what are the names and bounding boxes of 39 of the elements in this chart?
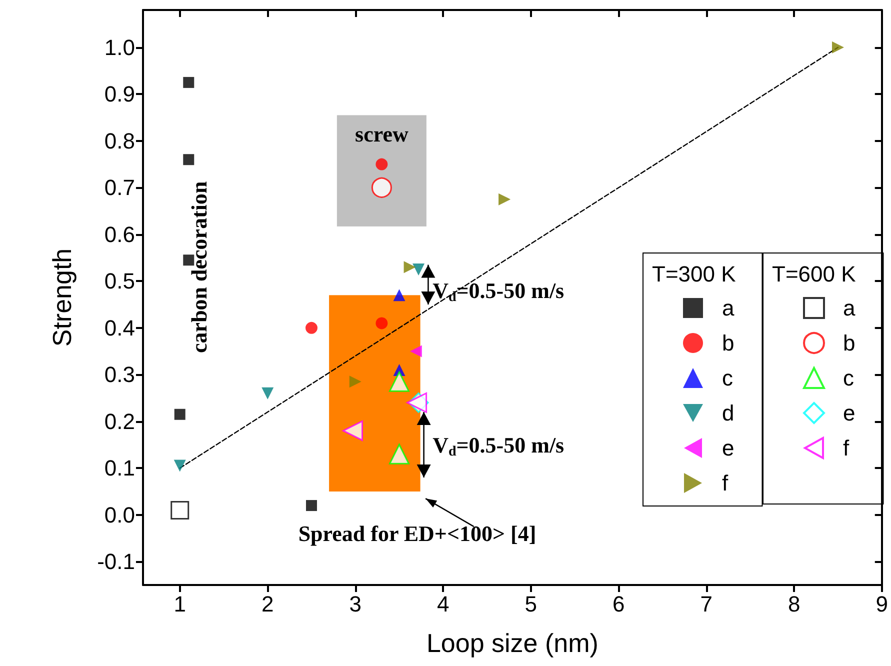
x-tick-label: 1 bbox=[174, 592, 186, 616]
x-tick-label: 8 bbox=[788, 592, 800, 616]
x-tick-label: 3 bbox=[349, 592, 362, 616]
y-tick-label: 0.6 bbox=[104, 222, 135, 247]
y-tick-label: 1.0 bbox=[104, 34, 135, 60]
y-tick-label: 0.8 bbox=[104, 128, 135, 154]
y-tick-label: 0.5 bbox=[104, 268, 135, 294]
x-tick-label: 9 bbox=[876, 592, 888, 616]
text: T=300 K bbox=[652, 262, 736, 286]
x-tick-label: 4 bbox=[436, 592, 450, 616]
x-tick-label: 7 bbox=[700, 592, 712, 616]
annotation: screw bbox=[355, 121, 408, 146]
legend-label: a bbox=[843, 296, 856, 320]
y-tick-label: -0.1 bbox=[97, 549, 135, 574]
y-tick-label: 0.4 bbox=[104, 315, 135, 340]
legend-label: e bbox=[722, 436, 734, 460]
y-tick-label: 0.3 bbox=[104, 362, 135, 388]
legend-label: b bbox=[843, 330, 856, 356]
legend-label: e bbox=[843, 400, 856, 426]
legend-label: f bbox=[722, 470, 729, 496]
y-tick-label: 0.1 bbox=[104, 456, 135, 481]
y-axis-title: Strength bbox=[47, 248, 77, 347]
x-tick-label: 2 bbox=[261, 592, 274, 616]
x-axis-title: Loop size (nm) bbox=[426, 628, 598, 658]
legend-label: c bbox=[843, 366, 854, 390]
y-tick-label: 0.2 bbox=[104, 408, 135, 434]
legend-label: c bbox=[722, 366, 733, 390]
legend-label: a bbox=[722, 296, 735, 320]
legend-label: d bbox=[722, 400, 734, 426]
x-tick-label: 5 bbox=[524, 592, 537, 616]
legend-label: b bbox=[722, 330, 734, 356]
legend-label: f bbox=[843, 436, 850, 460]
y-tick-label: 0.9 bbox=[104, 82, 135, 107]
y-tick-label: 0.0 bbox=[104, 502, 135, 528]
annotation: Spread for ED+<100> [4] bbox=[298, 521, 536, 546]
y-tick-label: 0.7 bbox=[104, 175, 135, 200]
x-tick-label: 6 bbox=[612, 592, 625, 616]
text: T=600 K bbox=[772, 262, 856, 286]
annotation: carbon decoration bbox=[186, 181, 212, 353]
